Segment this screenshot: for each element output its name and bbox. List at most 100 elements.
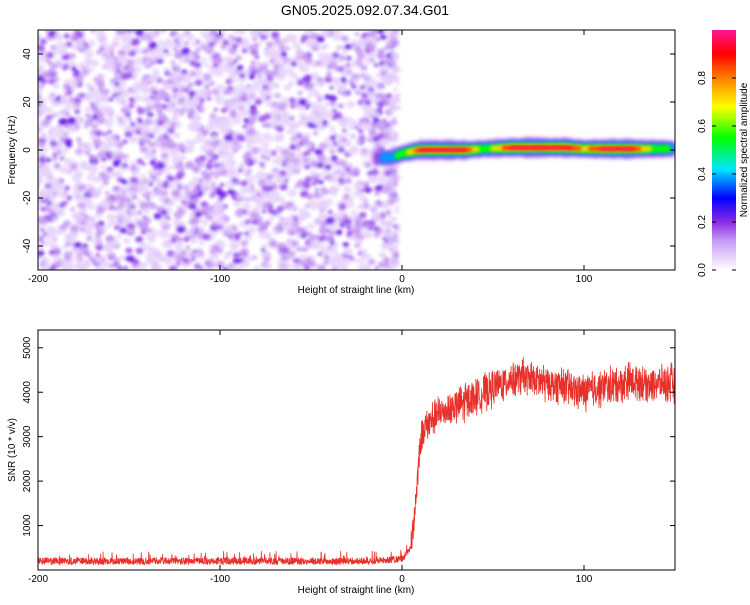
noise-blob — [257, 179, 266, 187]
noise-blob — [79, 92, 85, 98]
noise-blob — [387, 236, 393, 240]
noise-blob — [354, 32, 360, 37]
noise-blob — [390, 47, 395, 51]
noise-blob — [324, 43, 329, 48]
noise-blob — [44, 182, 52, 189]
x-tick-label: -200 — [28, 574, 48, 585]
noise-blob — [282, 118, 292, 127]
noise-blob — [390, 107, 395, 111]
noise-blob — [159, 204, 166, 210]
noise-blob — [345, 55, 352, 62]
noise-blob — [379, 138, 390, 147]
noise-blob — [268, 70, 278, 78]
noise-blob — [179, 194, 190, 203]
noise-blob — [60, 263, 70, 270]
noise-blob — [395, 80, 400, 84]
noise-blob — [306, 86, 312, 91]
noise-blob — [316, 154, 327, 163]
noise-blob — [235, 193, 243, 199]
noise-blob — [374, 190, 381, 196]
noise-blob — [51, 113, 57, 118]
noise-blob — [265, 99, 273, 106]
noise-blob — [191, 188, 200, 195]
noise-blob — [159, 218, 169, 227]
noise-blob — [296, 79, 305, 86]
spectrogram-x-ticks: -200 -100 0 100 — [28, 30, 593, 285]
noise-blob — [298, 254, 308, 262]
noise-blob — [318, 211, 328, 220]
noise-blob — [212, 56, 223, 65]
noise-blob — [227, 73, 236, 80]
noise-blob — [356, 191, 364, 198]
noise-blob — [298, 226, 307, 234]
x-tick-label: 0 — [399, 574, 405, 585]
noise-blob — [315, 104, 327, 113]
noise-blob — [73, 188, 80, 194]
noise-blob — [396, 93, 401, 97]
noise-blob — [193, 251, 201, 258]
noise-blob — [300, 53, 309, 61]
noise-blob — [38, 82, 42, 87]
noise-blob — [220, 108, 227, 113]
noise-blob — [138, 177, 145, 184]
noise-blob — [66, 90, 73, 96]
noise-blob — [222, 226, 234, 235]
noise-blob — [52, 83, 60, 89]
noise-blob — [148, 175, 155, 181]
noise-blob — [83, 227, 93, 236]
noise-blob — [166, 233, 173, 239]
noise-blob — [348, 123, 356, 130]
noise-blob — [200, 208, 208, 214]
colorbar-tick-label: 0.6 — [697, 119, 708, 133]
noise-blob — [121, 45, 127, 51]
noise-blob — [237, 30, 247, 36]
noise-blob — [121, 215, 133, 225]
noise-blob — [144, 60, 151, 66]
noise-blob — [195, 40, 200, 44]
noise-blob — [201, 44, 207, 50]
noise-blob — [200, 106, 206, 111]
noise-blob — [149, 143, 155, 148]
noise-blob — [128, 103, 135, 109]
noise-blob — [58, 202, 66, 208]
noise-blob — [173, 33, 179, 38]
noise-blob — [211, 192, 216, 196]
noise-blob — [177, 34, 185, 40]
noise-blob — [152, 164, 160, 171]
noise-blob — [87, 254, 93, 259]
noise-blob — [70, 66, 77, 71]
noise-blob — [40, 53, 47, 59]
noise-blob — [128, 135, 138, 144]
noise-blob — [39, 104, 48, 112]
noise-blob — [100, 49, 110, 57]
noise-blob — [49, 92, 56, 98]
noise-blob — [376, 228, 384, 234]
noise-blob — [338, 203, 347, 210]
noise-blob — [352, 226, 362, 234]
noise-blob — [323, 30, 330, 34]
noise-blob — [387, 175, 393, 180]
noise-blob — [89, 68, 95, 73]
noise-blob — [266, 157, 270, 161]
noise-blob — [263, 113, 271, 120]
noise-blob — [128, 208, 139, 218]
noise-blob — [332, 258, 342, 267]
noise-blob — [213, 175, 219, 179]
noise-blob — [227, 262, 234, 268]
noise-blob — [309, 255, 316, 262]
noise-blob — [91, 124, 98, 130]
noise-blob — [85, 113, 90, 117]
noise-blob — [205, 163, 214, 170]
noise-blob — [346, 230, 353, 236]
noise-blob — [133, 94, 143, 102]
noise-blob — [136, 158, 144, 165]
noise-blob — [263, 49, 273, 57]
noise-blob — [135, 129, 142, 135]
noise-blob — [332, 141, 337, 146]
noise-blob — [87, 39, 96, 47]
noise-blob — [336, 83, 347, 93]
noise-blob — [75, 212, 86, 221]
noise-blob — [324, 235, 332, 242]
noise-blob — [45, 231, 56, 241]
noise-blob — [278, 68, 286, 75]
